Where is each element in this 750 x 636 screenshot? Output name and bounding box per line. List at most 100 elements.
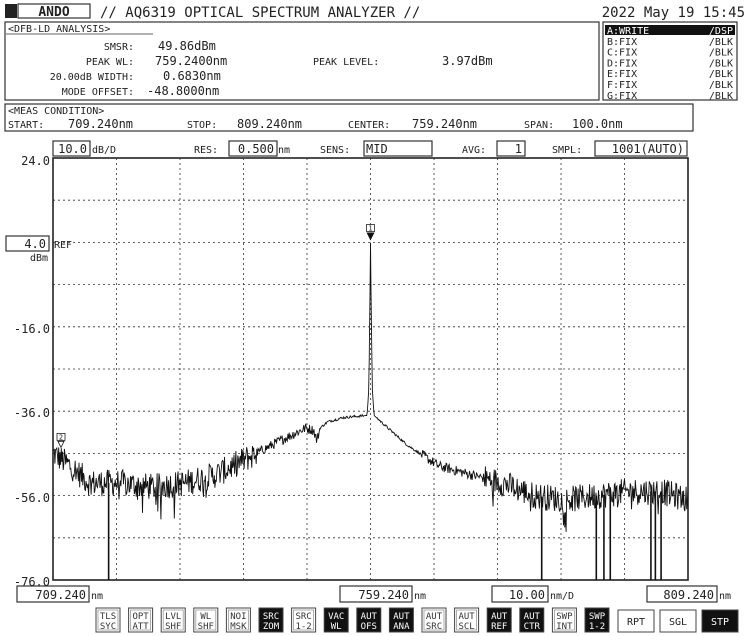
- trace-mode: /BLK: [709, 80, 733, 91]
- x-unit: nm: [91, 591, 103, 602]
- avg-value: 1: [515, 142, 522, 156]
- trace-name: G:FIX: [607, 91, 637, 102]
- trace-item[interactable]: F:FIX/BLK: [607, 80, 733, 91]
- peak-level-label: PEAK LEVEL:: [313, 57, 379, 68]
- smpl-field[interactable]: [594, 140, 688, 157]
- softkey-bottom: REF: [491, 622, 507, 632]
- softkey-bottom: WL: [331, 622, 342, 632]
- center-wl-field[interactable]: [339, 585, 413, 603]
- ref-label: REF: [54, 240, 72, 251]
- span-value: 100.0nm: [572, 117, 623, 131]
- y-axis: 24.0 -16.0 -36.0 -56.0 -76.0 4.0 REF dBm: [5, 154, 72, 589]
- softkey-bottom: SRC: [426, 622, 442, 632]
- marker-2: 2: [56, 432, 66, 449]
- smsr-label: SMSR:: [104, 42, 134, 53]
- res-field[interactable]: [228, 140, 278, 157]
- x-start-label: 709.240: [35, 588, 86, 602]
- stop-label: STOP:: [187, 120, 217, 131]
- softkey-bottom: 1-2: [589, 622, 605, 632]
- start-value: 709.240nm: [68, 117, 133, 131]
- scale-field[interactable]: [52, 140, 91, 157]
- span-div-field[interactable]: [491, 585, 549, 603]
- span-div-value: 10.00: [509, 588, 545, 602]
- x-unit: nm: [414, 591, 426, 602]
- softkey-bar: TLSSYCOPTATTLVLSHFWLSHFNOIMSKSRCZOMSRC1-…: [95, 607, 739, 633]
- start-wl-field[interactable]: [16, 585, 90, 603]
- smpl-value: 1001(AUTO): [612, 142, 684, 156]
- stop-value: 809.240nm: [237, 117, 302, 131]
- softkey-top: VAC: [328, 612, 344, 622]
- sweep-button-label: SGL: [669, 617, 687, 628]
- softkey-bottom: MSK: [230, 622, 247, 632]
- trace-mode: /BLK: [709, 48, 733, 59]
- width-value: 0.6830nm: [163, 69, 221, 83]
- res-value: 0.500: [238, 142, 274, 156]
- trace-mode: /DSP: [709, 26, 733, 37]
- ref-level-field[interactable]: [5, 235, 50, 252]
- softkey-top: AUT: [426, 612, 443, 622]
- res-label: RES:: [194, 145, 218, 156]
- softkey-bottom: ANA: [393, 622, 410, 632]
- ando-logo: [17, 3, 91, 19]
- softkey-top: AUT: [458, 612, 475, 622]
- sweep-button-rpt[interactable]: RPT: [617, 609, 655, 633]
- trace-name: F:FIX: [607, 80, 637, 91]
- trace-item[interactable]: E:FIX/BLK: [607, 69, 733, 80]
- smsr-value: 49.86dBm: [158, 39, 216, 53]
- trace-highlight: [605, 25, 735, 35]
- softkey-top: AUT: [361, 612, 378, 622]
- trace-a: [52, 242, 689, 532]
- trace-item[interactable]: A:WRITE/DSP: [605, 25, 735, 37]
- trace-name: C:FIX: [607, 48, 637, 59]
- trace-item[interactable]: D:FIX/BLK: [607, 58, 733, 69]
- datetime: 2022 May 19 15:45: [602, 5, 745, 21]
- meas-condition-panel: <MEAS CONDITION> START: 709.240nm STOP: …: [4, 103, 694, 132]
- stop-wl-field[interactable]: [646, 585, 718, 603]
- mode-offset-value: -48.8000nm: [147, 84, 219, 98]
- avg-field[interactable]: [496, 140, 526, 157]
- softkey-bottom: SHF: [198, 622, 214, 632]
- softkey-top: AUT: [393, 612, 410, 622]
- trace-mode: /BLK: [709, 37, 733, 48]
- y-tick-label: -16.0: [14, 322, 50, 336]
- ando-logo-mark: [5, 4, 17, 18]
- avg-label: AVG:: [462, 145, 486, 156]
- softkey-top: SWP: [556, 612, 573, 622]
- y-tick-label: 24.0: [21, 154, 50, 168]
- sens-field[interactable]: [363, 140, 433, 157]
- softkey-top: NOI: [230, 612, 246, 622]
- trace-name: A:WRITE: [607, 26, 649, 37]
- trace-item[interactable]: C:FIX/BLK: [607, 48, 733, 59]
- trace-item[interactable]: G:FIX/BLK: [607, 91, 733, 102]
- sweep-button-label: STP: [711, 617, 729, 628]
- marker-1: 1: [366, 224, 375, 241]
- sweep-button-stp[interactable]: STP: [701, 609, 739, 633]
- trace-mode: /BLK: [709, 69, 733, 80]
- trace-name: D:FIX: [607, 58, 637, 69]
- x-axis: 709.240 nm 759.240 nm 10.00 nm/D 809.240…: [16, 585, 731, 603]
- scale-value: 10.0: [58, 142, 87, 156]
- y-tick-label: -36.0: [14, 406, 50, 420]
- window-title: // AQ6319 OPTICAL SPECTRUM ANALYZER //: [100, 5, 420, 21]
- softkey-top: LVL: [165, 612, 181, 622]
- trace-item[interactable]: B:FIX/BLK: [607, 37, 733, 48]
- trace-mode: /BLK: [709, 91, 733, 102]
- sweep-button-sgl[interactable]: SGL: [659, 609, 697, 633]
